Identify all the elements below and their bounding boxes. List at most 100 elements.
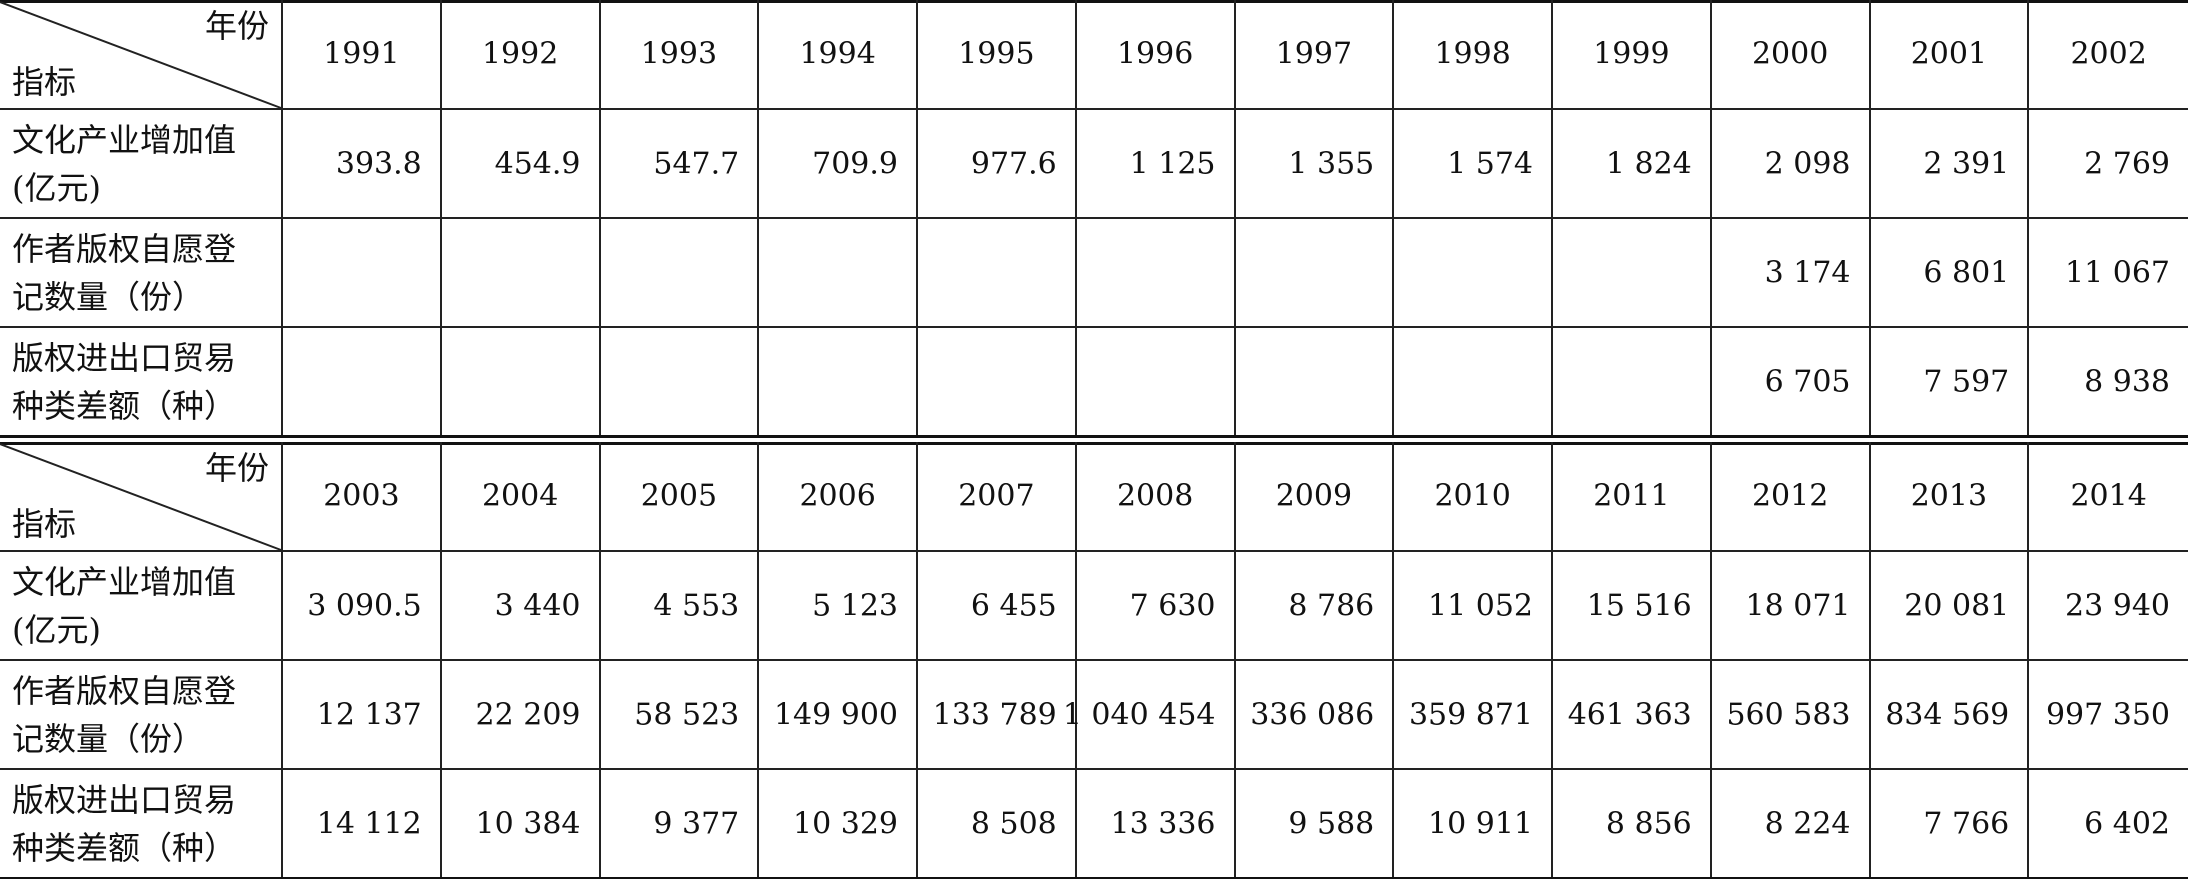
year-cell: 2005 (600, 442, 760, 552)
value: 7 766 (1923, 806, 2010, 841)
year: 2004 (481, 478, 559, 514)
row-label-cell: 作者版权自愿登 记数量（份） (0, 219, 283, 328)
bottom-rule (0, 435, 2188, 438)
row-label: 版权进出口贸易 (12, 339, 237, 377)
value-cell: 454.9 (441, 110, 601, 219)
value-cell: 1 125 (1076, 110, 1236, 219)
value-cell: 15 516 (1553, 552, 1712, 661)
value: 15 516 (1586, 588, 1692, 623)
year: 2000 (1751, 36, 1829, 72)
value-cell: 977.6 (918, 110, 1077, 219)
value-cell: 7 766 (1870, 770, 2030, 879)
corner-bottom: 指标 (12, 63, 77, 101)
value: 709.9 (812, 146, 898, 181)
value-cell: 1 355 (1235, 110, 1395, 219)
value-cell: 8 508 (918, 770, 1077, 879)
value-cell: 22 209 (441, 661, 601, 770)
diagonal (0, 443, 282, 551)
year: 1994 (799, 36, 876, 72)
corner-cell: 年份 指标 (0, 442, 283, 552)
value-cell: 3 090.5 (283, 552, 442, 661)
value-cell: 1 040 454 (1063, 661, 1236, 770)
row-label: (亿元) (12, 169, 101, 207)
value-cell: 23 940 (2029, 552, 2188, 661)
year: 2012 (1751, 478, 1829, 514)
value-cell: 2 098 (1711, 110, 1871, 219)
value: 3 174 (1764, 255, 1851, 290)
value: 1 040 454 (1062, 697, 1216, 732)
value-cell (1394, 328, 1553, 437)
value: 8 938 (2084, 364, 2170, 399)
row-label-cell: 文化产业增加值 (亿元) (0, 110, 283, 219)
value-cell: 834 569 (1870, 661, 2030, 770)
value-cell: 2 769 (2029, 110, 2188, 219)
year-cell: 2003 (283, 442, 442, 552)
year: 1995 (958, 36, 1035, 72)
value-cell: 6 402 (2029, 770, 2188, 879)
value: 149 900 (773, 697, 898, 732)
value: 9 377 (653, 806, 740, 841)
value: 3 090.5 (307, 588, 422, 623)
value: 18 071 (1745, 588, 1851, 623)
value: 6 801 (1923, 255, 2010, 290)
value-cell: 1 574 (1394, 110, 1553, 219)
row-label: 文化产业增加值 (12, 563, 237, 601)
value-cell: 4 553 (600, 552, 760, 661)
value-cell: 8 786 (1235, 552, 1395, 661)
year: 2014 (2070, 478, 2147, 514)
value: 20 081 (1904, 588, 2010, 623)
year-cell: 2011 (1553, 442, 1712, 552)
value: 10 911 (1428, 806, 1533, 841)
value-cell (1235, 219, 1395, 328)
value-cell: 3 174 (1711, 219, 1871, 328)
top-rule (0, 0, 2188, 3)
value: 2 391 (1923, 146, 2010, 181)
value-cell: 11 052 (1394, 552, 1553, 661)
value: 1 824 (1605, 146, 1692, 181)
year-cell: 2002 (2029, 0, 2188, 110)
year: 2001 (1910, 36, 1988, 72)
value-cell (918, 328, 1077, 437)
value: 1 574 (1447, 146, 1533, 181)
year: 2005 (640, 478, 718, 514)
year: 2002 (2070, 36, 2147, 72)
year-cell: 2000 (1711, 0, 1871, 110)
value-cell: 11 067 (2029, 219, 2188, 328)
value-cell: 1 824 (1553, 110, 1712, 219)
value-cell: 8 856 (1553, 770, 1712, 879)
year-cell: 1998 (1394, 0, 1553, 110)
value-cell: 9 377 (600, 770, 760, 879)
value-cell: 12 137 (283, 661, 442, 770)
value-cell (1235, 328, 1395, 437)
value-cell (1076, 219, 1236, 328)
value-cell: 10 911 (1394, 770, 1553, 879)
row-label: 记数量（份） (12, 278, 205, 316)
value-cell: 359 871 (1394, 661, 1553, 770)
year-cell: 1994 (759, 0, 918, 110)
value: 12 137 (316, 697, 422, 732)
value-cell: 18 071 (1711, 552, 1871, 661)
value-cell (283, 328, 442, 437)
value-cell (1553, 219, 1712, 328)
value: 547.7 (653, 146, 740, 181)
value-cell (441, 328, 601, 437)
value-cell: 8 224 (1711, 770, 1871, 879)
year-cell: 2014 (2029, 442, 2188, 552)
value: 997 350 (2045, 697, 2170, 732)
top-rule (0, 442, 2188, 445)
value: 14 112 (316, 806, 422, 841)
value-cell (759, 219, 918, 328)
row-label: 文化产业增加值 (12, 121, 237, 159)
value: 5 123 (812, 588, 898, 623)
year-cell: 2004 (441, 442, 601, 552)
value: 22 209 (475, 697, 581, 732)
value: 834 569 (1885, 697, 2010, 732)
value-cell: 461 363 (1553, 661, 1712, 770)
value: 977.6 (970, 146, 1057, 181)
year-cell: 2001 (1870, 0, 2030, 110)
value: 461 363 (1567, 697, 1692, 732)
row-label: 记数量（份） (12, 720, 205, 758)
value: 336 086 (1250, 697, 1375, 732)
year: 2003 (323, 478, 400, 514)
